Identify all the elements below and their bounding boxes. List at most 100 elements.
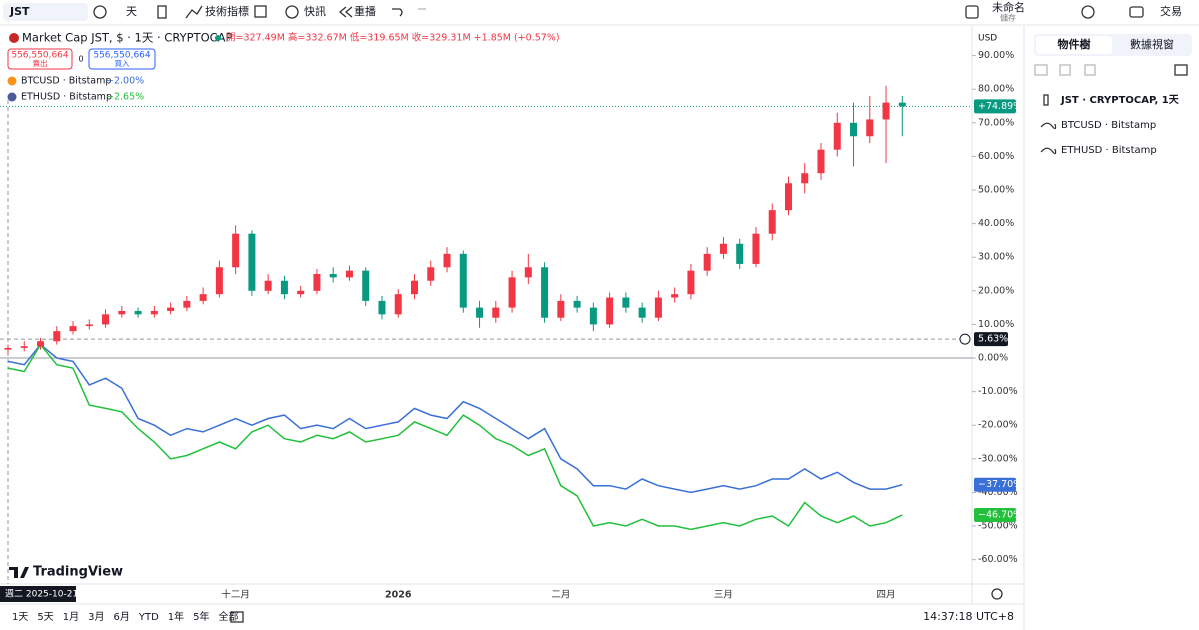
y-tick-label: 70.00% bbox=[978, 117, 1014, 128]
candle-body bbox=[378, 300, 386, 315]
candle-body bbox=[622, 297, 630, 308]
symbol-logo bbox=[9, 33, 19, 43]
tree-item[interactable]: ETHUSD · Bitstamp bbox=[1061, 145, 1157, 156]
candle-body bbox=[801, 173, 809, 184]
replay-icon bbox=[338, 6, 353, 18]
last-value-box bbox=[974, 477, 1016, 492]
candle-body bbox=[248, 233, 256, 291]
y-tick-label: -10.00% bbox=[978, 386, 1018, 397]
interval[interactable]: 天 bbox=[126, 5, 137, 18]
range-button[interactable]: 3月 bbox=[88, 611, 104, 623]
save-label[interactable]: 儲存 bbox=[1000, 13, 1016, 23]
chart-type-icon[interactable] bbox=[157, 5, 167, 19]
candle-body bbox=[411, 280, 418, 295]
candle-body bbox=[654, 297, 662, 318]
buy-price[interactable]: 556,550,664 bbox=[93, 51, 151, 61]
snapshot-icon[interactable] bbox=[1129, 6, 1144, 18]
data-window-tab[interactable]: 數據視窗 bbox=[1130, 37, 1174, 51]
symbol[interactable]: JST bbox=[9, 5, 30, 18]
range-button[interactable]: 6月 bbox=[114, 611, 130, 623]
tree-item[interactable]: JST · CRYPTOCAP, 1天 bbox=[1060, 94, 1180, 106]
buy-label[interactable]: 買入 bbox=[115, 59, 130, 68]
candle-body bbox=[313, 274, 321, 291]
layers-icon[interactable] bbox=[1084, 64, 1096, 76]
layout-icon[interactable] bbox=[965, 5, 979, 19]
layout-name[interactable]: 未命名 bbox=[992, 0, 1025, 14]
folder-icon[interactable] bbox=[1034, 64, 1048, 76]
candle-body bbox=[37, 341, 45, 347]
y-tick-label: 60.00% bbox=[978, 151, 1014, 162]
sell-label[interactable]: 賣出 bbox=[33, 58, 48, 68]
crosshair-label: 5.63% bbox=[978, 334, 1008, 345]
candle-body bbox=[573, 300, 581, 308]
add-symbol-icon[interactable] bbox=[93, 5, 107, 19]
buy-button[interactable] bbox=[88, 48, 156, 70]
sell-price[interactable]: 556,550,664 bbox=[11, 51, 69, 61]
y-tick-label: 50.00% bbox=[978, 185, 1014, 196]
currency[interactable]: USD bbox=[978, 34, 997, 44]
templates-icon[interactable] bbox=[254, 5, 267, 18]
active-tab[interactable] bbox=[1036, 36, 1112, 54]
clock: 14:37:18 UTC+8 bbox=[923, 610, 1014, 623]
candle-body bbox=[85, 324, 93, 327]
candle-body bbox=[459, 253, 467, 308]
tree-item[interactable]: BTCUSD · Bitstamp bbox=[1061, 120, 1156, 131]
y-tick-label: 30.00% bbox=[978, 252, 1014, 263]
chart-title: Market Cap JST, $ · 1天 · CRYPTOCAP bbox=[22, 31, 233, 45]
object-tree-tab[interactable]: 物件樹 bbox=[1058, 37, 1091, 51]
axis-settings-icon[interactable] bbox=[991, 588, 1003, 600]
candle-body bbox=[736, 243, 744, 264]
spread: 0 bbox=[78, 55, 83, 64]
last-close-label: +74.89% bbox=[978, 101, 1022, 112]
replay[interactable]: 重播 bbox=[354, 4, 376, 18]
candle-body bbox=[768, 210, 776, 234]
last-value-label: −37.70% bbox=[978, 479, 1022, 490]
undo-icon[interactable] bbox=[392, 8, 403, 17]
y-tick-label: -40.00% bbox=[978, 487, 1018, 498]
date-range-icon[interactable] bbox=[230, 611, 244, 623]
range-bar: 1天 5天 1月 3月 6月 YTD 1年 5年 全部 bbox=[12, 610, 239, 623]
candle-body bbox=[687, 270, 695, 295]
candle-body bbox=[817, 149, 825, 174]
trade-button[interactable]: 交易 bbox=[1160, 4, 1182, 18]
legend-change: −2.00% bbox=[106, 76, 144, 87]
settings-icon[interactable] bbox=[1081, 5, 1095, 19]
candle-body bbox=[69, 326, 77, 332]
range-button[interactable]: 1月 bbox=[63, 611, 79, 623]
range-button[interactable]: 1年 bbox=[168, 610, 184, 623]
tradingview-logo-mark bbox=[9, 567, 29, 578]
candle-body bbox=[394, 294, 402, 315]
y-tick-label: 20.00% bbox=[978, 285, 1014, 296]
legend-icon bbox=[7, 92, 17, 102]
last-close-box bbox=[974, 99, 1016, 114]
candle-body bbox=[850, 122, 858, 137]
candle-body bbox=[183, 300, 191, 308]
indicators[interactable]: 技術指標 bbox=[205, 4, 249, 18]
tradingview-logo: TradingView bbox=[33, 565, 123, 580]
candle-body bbox=[541, 267, 549, 318]
candle-body bbox=[53, 331, 61, 342]
copy-icon[interactable] bbox=[1059, 64, 1071, 76]
candle-icon bbox=[1043, 94, 1049, 106]
range-button[interactable]: 1天 bbox=[12, 612, 28, 623]
x-tick-label: 四月 bbox=[877, 590, 896, 601]
range-button[interactable]: 5天 bbox=[37, 612, 53, 623]
candle-body bbox=[589, 307, 597, 325]
candle-body bbox=[118, 310, 126, 315]
candle-body bbox=[671, 294, 679, 298]
candle-body bbox=[20, 346, 28, 348]
candle-body bbox=[4, 347, 12, 350]
candle-body bbox=[492, 307, 500, 318]
candle-body bbox=[199, 294, 207, 301]
range-button[interactable]: YTD bbox=[138, 612, 159, 623]
manage-icon[interactable] bbox=[1174, 64, 1188, 76]
plot-area bbox=[0, 85, 972, 584]
candle-body bbox=[703, 253, 711, 271]
indicators-icon bbox=[185, 5, 203, 19]
range-button[interactable]: 全部 bbox=[219, 610, 239, 623]
range-button[interactable]: 5年 bbox=[193, 610, 209, 623]
sell-button[interactable] bbox=[7, 48, 73, 70]
series-line bbox=[7, 343, 903, 494]
news[interactable]: 快訊 bbox=[304, 4, 326, 18]
symbol-search[interactable] bbox=[3, 3, 88, 21]
